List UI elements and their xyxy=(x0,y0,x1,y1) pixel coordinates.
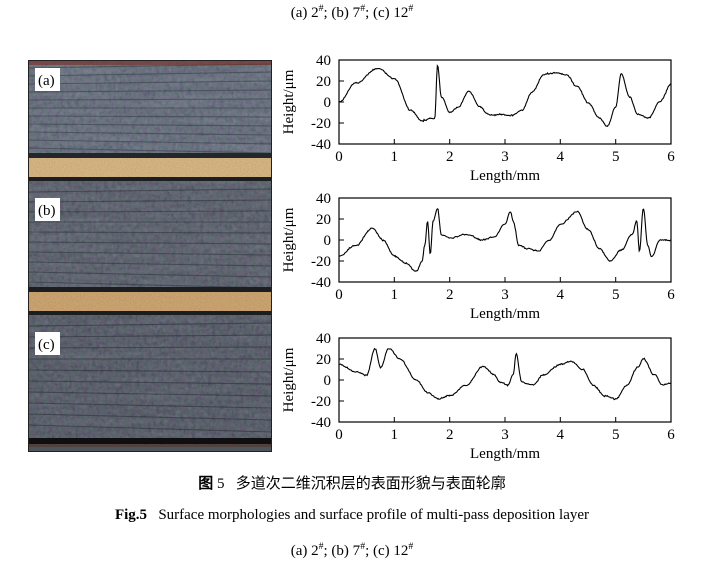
svg-text:-20: -20 xyxy=(311,254,331,270)
svg-text:0: 0 xyxy=(324,373,332,389)
svg-text:-20: -20 xyxy=(311,394,331,410)
svg-text:1: 1 xyxy=(391,427,399,443)
svg-text:5: 5 xyxy=(612,287,620,303)
svg-text:Length/mm: Length/mm xyxy=(470,446,540,462)
svg-text:5: 5 xyxy=(612,427,620,443)
svg-text:4: 4 xyxy=(557,149,565,165)
svg-text:-40: -40 xyxy=(311,275,331,291)
svg-text:20: 20 xyxy=(316,74,331,90)
svg-text:40: 40 xyxy=(316,53,331,69)
svg-text:20: 20 xyxy=(316,212,331,228)
svg-text:4: 4 xyxy=(557,427,565,443)
svg-text:1: 1 xyxy=(391,287,399,303)
svg-text:(a): (a) xyxy=(38,73,55,89)
svg-text:1: 1 xyxy=(391,149,399,165)
svg-text:3: 3 xyxy=(501,427,509,443)
svg-text:20: 20 xyxy=(316,352,331,368)
svg-text:-40: -40 xyxy=(311,137,331,153)
svg-text:2: 2 xyxy=(446,287,454,303)
svg-text:0: 0 xyxy=(324,95,332,111)
svg-text:40: 40 xyxy=(316,331,331,347)
svg-text:(c): (c) xyxy=(38,337,55,353)
svg-text:40: 40 xyxy=(316,191,331,207)
svg-text:Height/μm: Height/μm xyxy=(281,69,297,134)
svg-text:(b): (b) xyxy=(38,203,56,219)
svg-text:0: 0 xyxy=(335,287,343,303)
svg-text:5: 5 xyxy=(612,149,620,165)
svg-text:6: 6 xyxy=(667,149,675,165)
svg-text:3: 3 xyxy=(501,287,509,303)
svg-text:0: 0 xyxy=(324,233,332,249)
svg-text:-40: -40 xyxy=(311,415,331,431)
svg-text:Height/μm: Height/μm xyxy=(281,347,297,412)
svg-text:6: 6 xyxy=(667,427,675,443)
svg-text:0: 0 xyxy=(335,149,343,165)
svg-text:4: 4 xyxy=(557,287,565,303)
svg-text:2: 2 xyxy=(446,427,454,443)
svg-text:2: 2 xyxy=(446,149,454,165)
svg-text:Height/μm: Height/μm xyxy=(281,207,297,272)
svg-text:6: 6 xyxy=(667,287,675,303)
svg-text:0: 0 xyxy=(335,427,343,443)
svg-text:-20: -20 xyxy=(311,116,331,132)
svg-text:3: 3 xyxy=(501,149,509,165)
